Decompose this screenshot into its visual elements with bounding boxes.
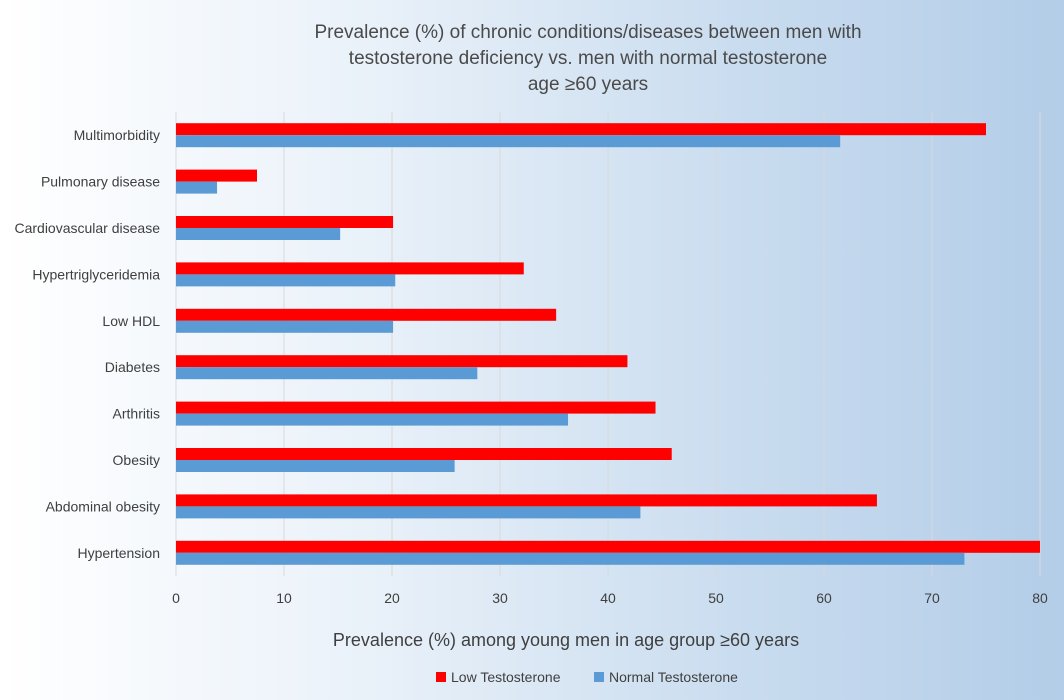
bar-normal-testosterone	[176, 552, 965, 565]
category-label: Cardiovascular disease	[14, 220, 160, 236]
bar-low-testosterone	[176, 540, 1040, 553]
bar-low-testosterone	[176, 401, 656, 414]
bar-low-testosterone	[176, 262, 524, 275]
gridlines	[175, 112, 1041, 576]
bar-low-testosterone	[176, 308, 557, 321]
category-labels: Multimorbidity Pulmonary disease Cardiovas…	[14, 127, 160, 561]
chart-title-line-3: age ≥60 years	[528, 74, 648, 95]
bar-low-testosterone	[176, 448, 672, 460]
category-label: Arthritis	[113, 406, 160, 422]
legend-label: Normal Testosterone	[609, 669, 738, 685]
bar-low-testosterone	[176, 123, 986, 136]
bars	[176, 123, 1040, 565]
bar-normal-testosterone	[176, 320, 394, 333]
bar-low-testosterone	[176, 355, 628, 368]
category-label: Hypertriglyceridemia	[32, 266, 160, 282]
bar-normal-testosterone	[176, 460, 455, 472]
bar-normal-testosterone	[176, 135, 841, 148]
category-label: Pulmonary disease	[41, 174, 160, 190]
chart-title-line-2: testosterone deficiency vs. men with nor…	[349, 48, 827, 69]
legend-swatch	[436, 672, 446, 682]
x-tick-label: 10	[276, 590, 292, 606]
x-tick-label: 70	[924, 590, 940, 606]
chart-title: Prevalence (%) of chronic conditions/dis…	[314, 22, 861, 95]
legend: Low Testosterone Normal Testosterone	[436, 669, 738, 685]
x-tick-label: 0	[172, 590, 180, 606]
bar-low-testosterone	[176, 216, 394, 228]
bar-normal-testosterone	[176, 413, 569, 426]
x-axis-label: Prevalence (%) among young men in age gr…	[333, 630, 799, 650]
category-label: Abdominal obesity	[46, 498, 160, 514]
bar-normal-testosterone	[176, 274, 396, 287]
bar-normal-testosterone	[176, 367, 478, 380]
legend-swatch	[594, 672, 604, 682]
x-tick-label: 40	[600, 590, 616, 606]
bar-normal-testosterone	[176, 506, 641, 519]
chart-title-line-1: Prevalence (%) of chronic conditions/dis…	[314, 22, 861, 43]
x-tick-label: 80	[1032, 590, 1048, 606]
category-label: Obesity	[113, 452, 160, 468]
legend-label: Low Testosterone	[451, 669, 561, 685]
bar-normal-testosterone	[176, 181, 218, 194]
x-tick-label: 50	[708, 590, 724, 606]
x-tick-labels: 0 10 20 30 40 50 60 70 80	[172, 590, 1048, 606]
x-tick-label: 20	[384, 590, 400, 606]
bar-low-testosterone	[176, 494, 877, 507]
category-label: Multimorbidity	[74, 127, 160, 143]
x-tick-label: 60	[816, 590, 832, 606]
category-label: Hypertension	[78, 545, 161, 561]
bar-normal-testosterone	[176, 228, 341, 240]
x-tick-label: 30	[492, 590, 508, 606]
category-label: Diabetes	[105, 359, 160, 375]
category-label: Low HDL	[102, 313, 160, 329]
bar-low-testosterone	[176, 169, 257, 182]
